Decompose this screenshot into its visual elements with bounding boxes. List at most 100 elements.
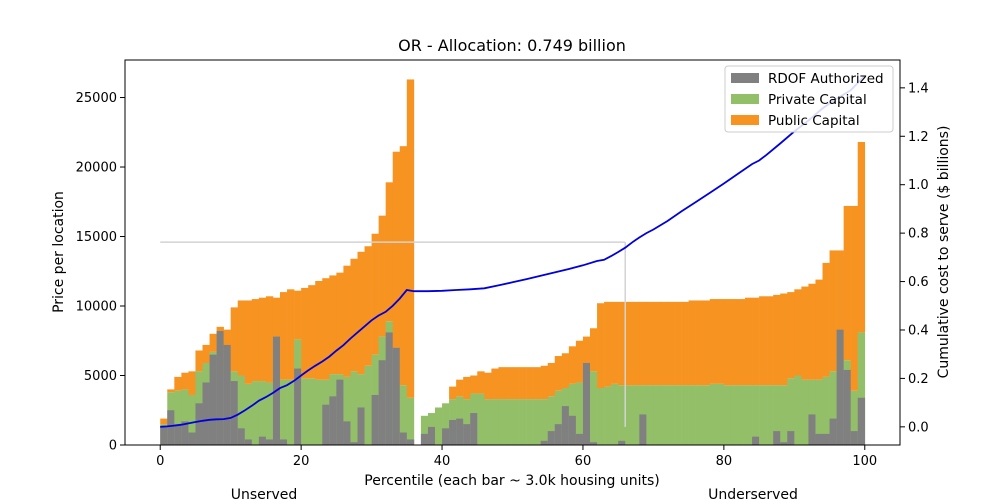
bar-private-capital — [808, 379, 816, 445]
bar-private-capital — [723, 385, 732, 445]
bar-public-capital — [287, 289, 295, 380]
bar-public-capital — [801, 286, 809, 380]
bar-public-capital — [519, 367, 527, 400]
bar-public-capital — [251, 299, 260, 382]
bar-private-capital — [688, 385, 696, 445]
bar-public-capital — [688, 300, 696, 386]
bar-public-capital — [237, 300, 246, 376]
bar-public-capital — [505, 367, 513, 400]
bar-private-capital — [188, 394, 196, 445]
bar-public-capital — [336, 272, 344, 375]
cumulative-cost-line — [160, 75, 866, 428]
bar-rdof-authorized — [350, 442, 358, 445]
bar-public-capital — [850, 205, 859, 391]
bar-private-capital — [681, 385, 689, 445]
y-tick-label: 25000 — [76, 91, 117, 106]
chart-title: OR - Allocation: 0.749 billion — [398, 36, 626, 55]
bar-private-capital — [702, 385, 711, 445]
y2-axis-label: Cumulative cost to serve ($ billions) — [936, 126, 952, 379]
bar-public-capital — [618, 301, 626, 386]
bar-public-capital — [730, 299, 739, 386]
bar-private-capital — [752, 385, 760, 445]
bar-private-capital — [730, 385, 739, 445]
bar-private-capital — [568, 383, 577, 445]
bar-public-capital — [646, 301, 654, 386]
bar-public-capital — [822, 262, 830, 377]
bar-public-capital — [723, 299, 732, 386]
bar-public-capital — [794, 289, 802, 376]
bar-rdof-authorized — [780, 442, 788, 445]
bar-public-capital — [470, 375, 478, 394]
bar-public-capital — [181, 372, 189, 390]
bar-public-capital — [843, 205, 851, 361]
bar-public-capital — [385, 182, 394, 322]
bar-public-capital — [406, 79, 415, 398]
bar-public-capital — [371, 233, 379, 355]
legend-swatch-rdof — [731, 73, 759, 83]
bar-private-capital — [575, 382, 584, 445]
bar-public-capital — [597, 303, 605, 389]
legend-swatch-public — [731, 115, 759, 125]
bar-public-capital — [632, 301, 640, 386]
bar-rdof-authorized — [639, 414, 647, 445]
bar-private-capital — [280, 379, 288, 445]
bar-public-capital — [533, 367, 541, 400]
bar-public-capital — [554, 356, 563, 391]
bar-public-capital — [737, 299, 746, 386]
bar-public-capital — [709, 299, 718, 384]
bar-private-capital — [399, 385, 408, 445]
bar-rdof-authorized — [392, 347, 401, 445]
bar-private-capital — [265, 382, 274, 445]
bar-public-capital — [674, 301, 682, 386]
bar-private-capital — [251, 381, 260, 445]
bar-rdof-authorized — [815, 433, 823, 445]
y2-tick-label: 0.4 — [908, 323, 929, 338]
bar-private-capital — [597, 388, 605, 445]
bar-public-capital — [604, 301, 612, 387]
bar-rdof-authorized — [357, 407, 365, 445]
legend-label-rdof: RDOF Authorized — [768, 71, 884, 87]
bar-rdof-authorized — [167, 410, 175, 445]
y-tick-label: 20000 — [76, 161, 117, 176]
bar-private-capital — [646, 385, 654, 445]
bar-rdof-authorized — [322, 404, 330, 445]
bar-rdof-authorized — [582, 362, 591, 445]
x-tick-label: 40 — [434, 454, 451, 469]
bar-public-capital — [399, 146, 408, 386]
bar-private-capital — [554, 390, 563, 445]
segment-label-unserved: Unserved — [231, 487, 298, 500]
bar-public-capital — [829, 250, 837, 372]
bar-rdof-authorized — [568, 415, 577, 445]
bar-public-capital — [322, 278, 330, 380]
bar-public-capital — [202, 344, 210, 363]
bar-public-capital — [716, 299, 725, 384]
bar-private-capital — [674, 385, 682, 445]
bar-public-capital — [547, 362, 556, 397]
bar-rdof-authorized — [575, 433, 584, 445]
bar-public-capital — [301, 287, 309, 379]
x-tick-label: 100 — [852, 454, 877, 469]
bar-public-capital — [625, 301, 633, 386]
bar-public-capital — [681, 301, 689, 386]
y2-tick-label: 1.4 — [908, 81, 929, 96]
x-axis-label: Percentile (each bar ~ 3.0k housing unit… — [364, 473, 659, 489]
bar-rdof-authorized — [857, 397, 866, 445]
bar-public-capital — [244, 300, 253, 384]
bar-rdof-authorized — [829, 418, 837, 445]
bar-rdof-authorized — [209, 354, 217, 445]
bar-public-capital — [364, 246, 372, 366]
bar-public-capital — [350, 258, 358, 372]
x-tick-label: 0 — [156, 454, 164, 469]
bar-private-capital — [653, 385, 661, 445]
bar-private-capital — [709, 383, 718, 445]
bar-rdof-authorized — [808, 414, 816, 445]
bar-private-capital — [611, 383, 619, 445]
bar-public-capital — [745, 297, 753, 386]
bar-public-capital — [857, 142, 866, 333]
bar-public-capital — [590, 328, 598, 372]
bar-rdof-authorized — [456, 418, 464, 445]
segment-label-underserved: Underserved — [708, 487, 798, 500]
bar-public-capital — [209, 333, 217, 352]
y2-tick-label: 0.8 — [908, 227, 929, 242]
